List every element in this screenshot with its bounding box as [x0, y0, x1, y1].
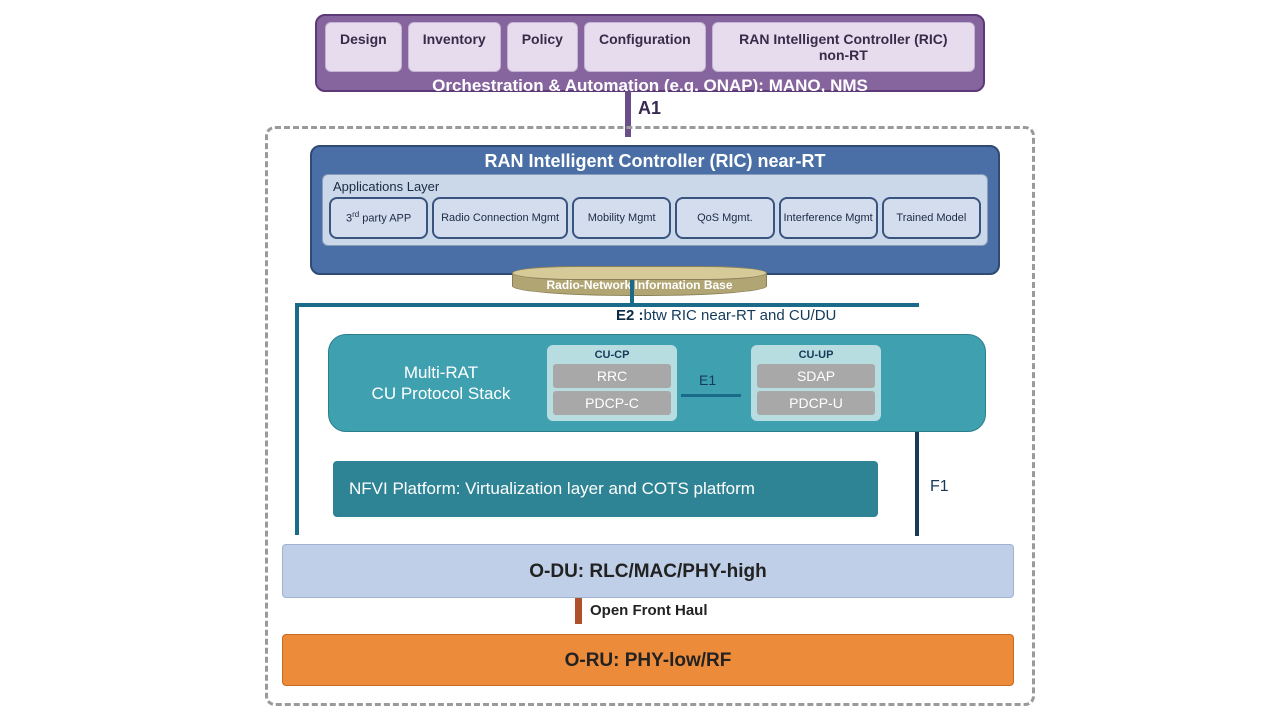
oru-block: O-RU: PHY-low/RF [282, 634, 1014, 686]
ric-title: RAN Intelligent Controller (RIC) near-RT [322, 151, 988, 172]
e2-label: E2 :btw RIC near-RT and CU/DU [616, 307, 836, 324]
cu-up-column: CU-UP SDAP PDCP-U [751, 345, 881, 421]
ofh-label: Open Front Haul [590, 602, 708, 619]
nfvi-block: NFVI Platform: Virtualization layer and … [333, 461, 878, 517]
cu-up-title: CU-UP [757, 349, 875, 361]
apps-layer-label: Applications Layer [333, 179, 981, 194]
cu-label: Multi-RAT CU Protocol Stack [341, 362, 541, 405]
rnib-top-icon [512, 266, 767, 280]
rnib-cylinder: Radio-Network Information Base [512, 266, 767, 298]
app-mobility: Mobility Mgmt [572, 197, 671, 239]
app-third-party: 3rd party APP [329, 197, 428, 239]
f1-label: F1 [930, 478, 949, 496]
tab-configuration: Configuration [584, 22, 706, 72]
tab-inventory: Inventory [408, 22, 501, 72]
cu-cp-column: CU-CP RRC PDCP-C [547, 345, 677, 421]
cu-protocol-stack-block: Multi-RAT CU Protocol Stack CU-CP RRC PD… [328, 334, 986, 432]
app-3rd-post: party APP [359, 213, 411, 225]
e1-connector: E1 [681, 394, 741, 397]
cu-up-pdcp-u: PDCP-U [757, 391, 875, 415]
e2-connector-vertical [295, 303, 299, 535]
e2-desc: btw RIC near-RT and CU/DU [644, 307, 837, 324]
orchestration-block: Design Inventory Policy Configuration RA… [315, 14, 985, 92]
a1-label: A1 [638, 98, 661, 119]
cu-label-line2: CU Protocol Stack [372, 384, 511, 403]
cu-cp-pdcp-c: PDCP-C [553, 391, 671, 415]
app-interference: Interference Mgmt [779, 197, 878, 239]
app-qos: QoS Mgmt. [675, 197, 774, 239]
tab-ric-nonrt: RAN Intelligent Controller (RIC) non-RT [712, 22, 975, 72]
tab-policy: Policy [507, 22, 578, 72]
orchestration-tabs: Design Inventory Policy Configuration RA… [325, 22, 975, 72]
tab-design: Design [325, 22, 402, 72]
ric-near-rt-block: RAN Intelligent Controller (RIC) near-RT… [310, 145, 1000, 275]
e2-prefix: E2 : [616, 307, 644, 324]
apps-row: 3rd party APP Radio Connection Mgmt Mobi… [329, 197, 981, 239]
e1-label: E1 [699, 372, 716, 388]
orchestration-title: Orchestration & Automation (e.g. ONAP): … [325, 76, 975, 96]
cu-cp-title: CU-CP [553, 349, 671, 361]
cu-up-sdap: SDAP [757, 364, 875, 388]
cu-cp-rrc: RRC [553, 364, 671, 388]
f1-connector [915, 428, 919, 536]
ofh-connector [575, 598, 582, 624]
odu-block: O-DU: RLC/MAC/PHY-high [282, 544, 1014, 598]
cu-label-line1: Multi-RAT [404, 363, 478, 382]
app-trained-model: Trained Model [882, 197, 981, 239]
app-radio-connection: Radio Connection Mgmt [432, 197, 568, 239]
applications-layer: Applications Layer 3rd party APP Radio C… [322, 174, 988, 246]
